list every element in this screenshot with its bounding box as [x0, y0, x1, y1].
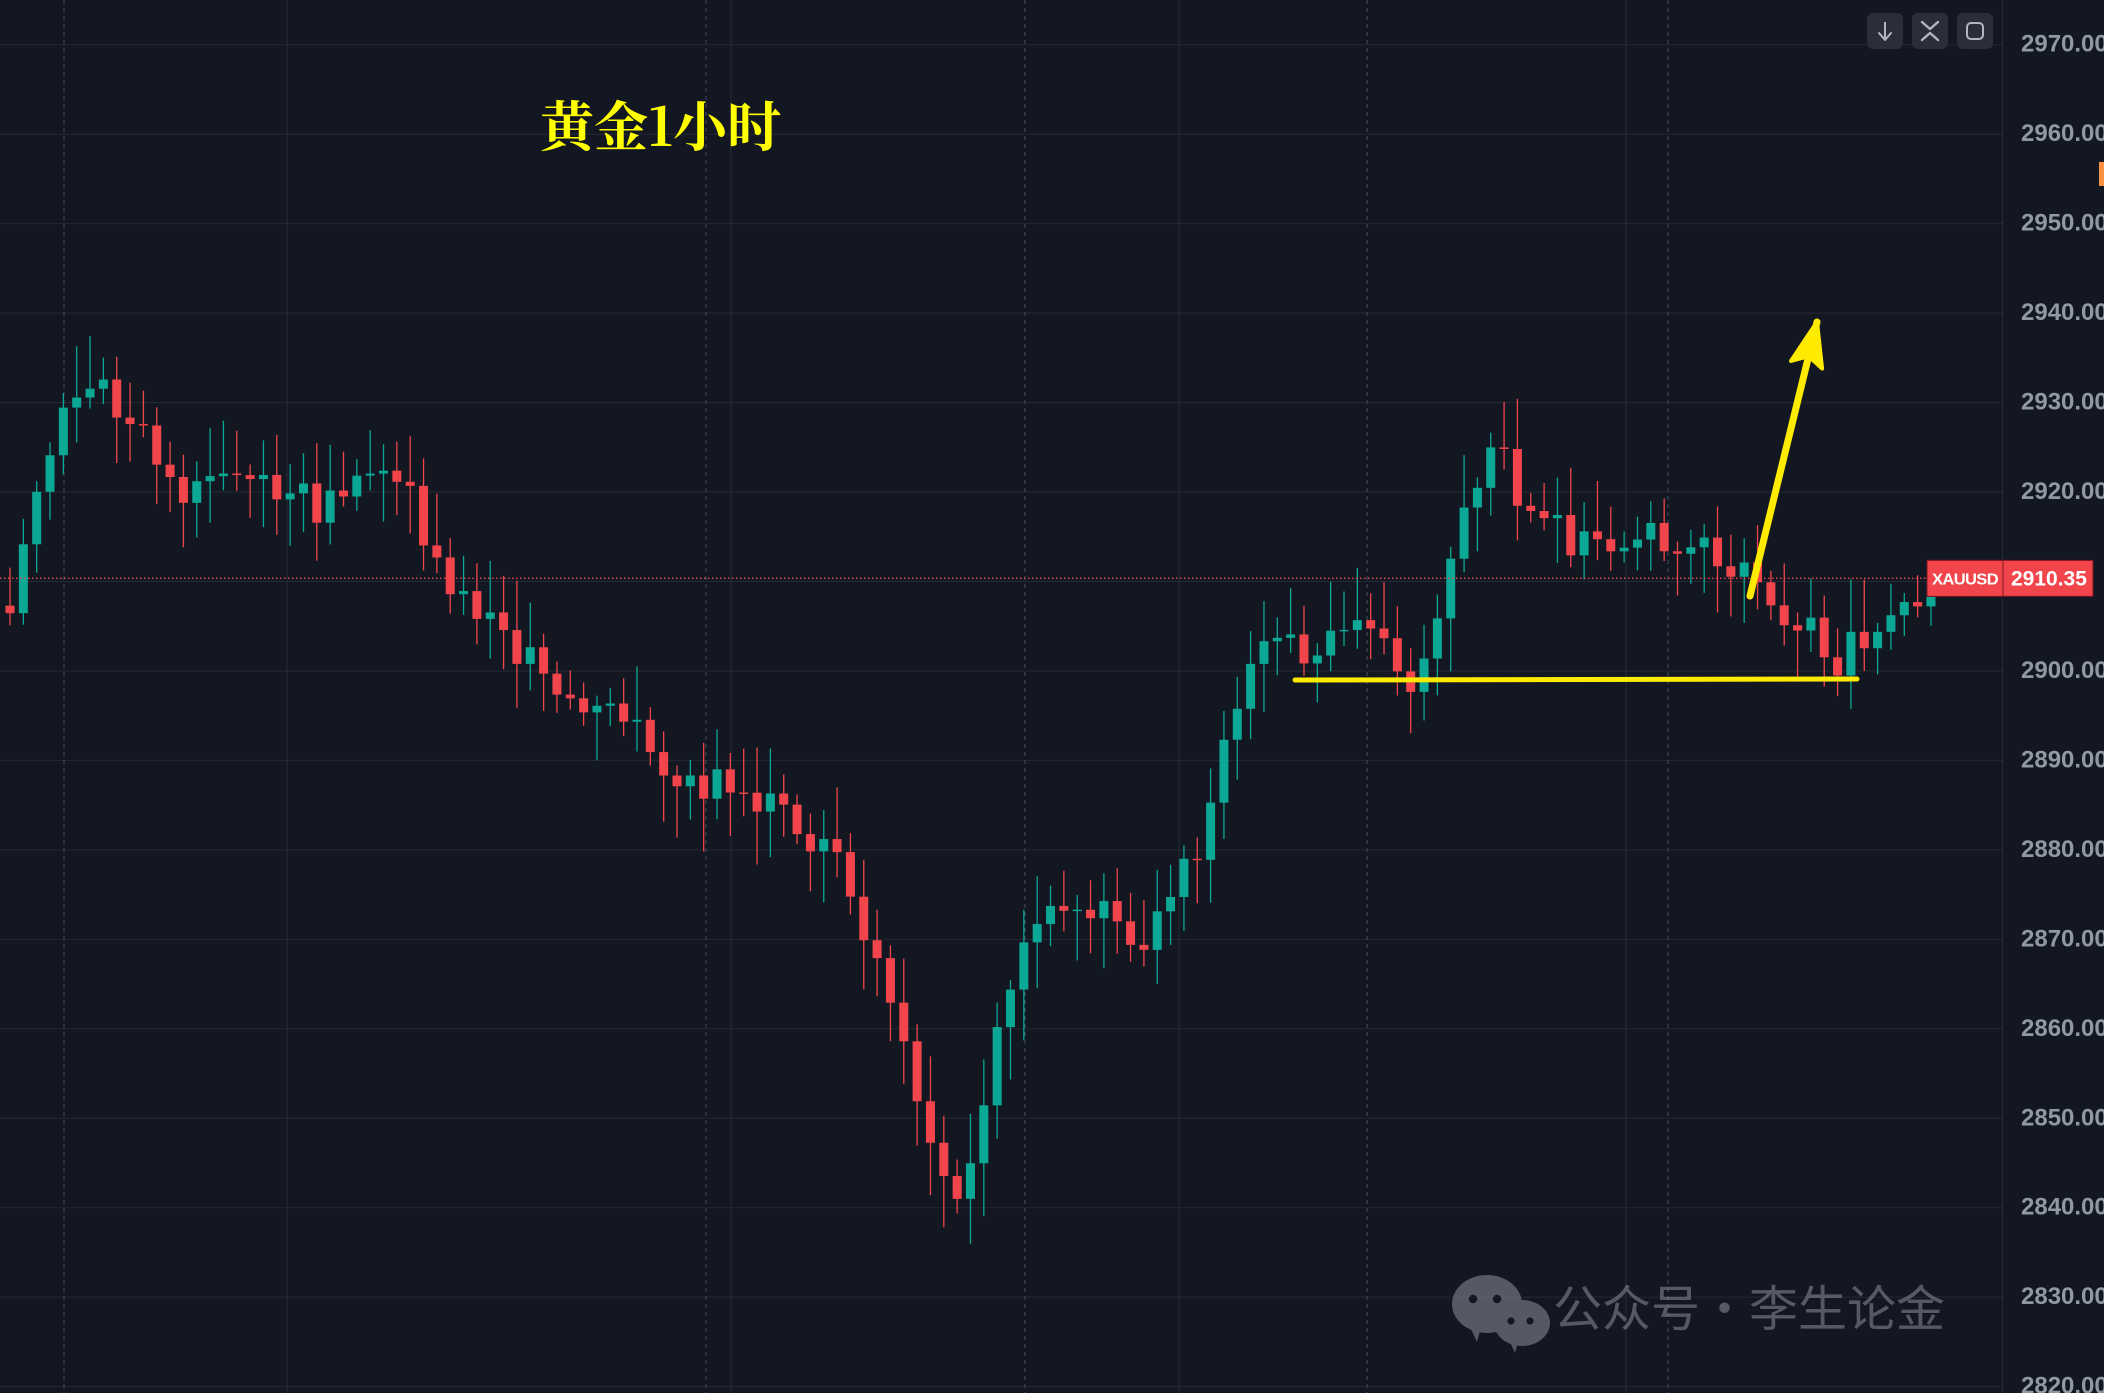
svg-text:2970.00: 2970.00	[2021, 31, 2104, 58]
svg-text:2850.00: 2850.00	[2021, 1104, 2104, 1131]
svg-text:2940.00: 2940.00	[2021, 299, 2104, 326]
svg-text:2910.35: 2910.35	[2011, 567, 2087, 590]
svg-text:2960.00: 2960.00	[2021, 120, 2104, 147]
svg-text:2820.00: 2820.00	[2021, 1373, 2104, 1393]
svg-text:2890.00: 2890.00	[2021, 746, 2104, 773]
svg-text:2880.00: 2880.00	[2021, 836, 2104, 863]
svg-text:2860.00: 2860.00	[2021, 1015, 2104, 1042]
svg-text:公众号·李生论金: 公众号·李生论金	[1553, 1270, 1945, 1341]
svg-text:2930.00: 2930.00	[2021, 389, 2104, 416]
svg-text:2950.00: 2950.00	[2021, 210, 2104, 237]
svg-text:2840.00: 2840.00	[2021, 1194, 2104, 1221]
svg-text:黄金1小时: 黄金1小时	[540, 85, 781, 162]
svg-text:2830.00: 2830.00	[2021, 1283, 2104, 1310]
svg-text:2900.00: 2900.00	[2021, 657, 2104, 684]
svg-text:XAUUSD: XAUUSD	[1932, 571, 1998, 588]
svg-text:2920.00: 2920.00	[2021, 478, 2104, 505]
svg-text:2870.00: 2870.00	[2021, 925, 2104, 952]
